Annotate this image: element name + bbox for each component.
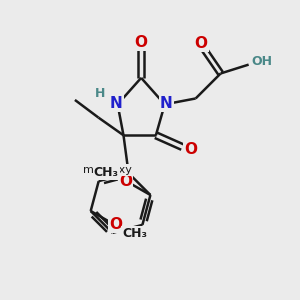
Text: O: O bbox=[119, 174, 132, 189]
Text: CH₃: CH₃ bbox=[94, 166, 119, 178]
Text: O: O bbox=[185, 142, 198, 158]
Text: OH: OH bbox=[252, 55, 273, 68]
Text: N: N bbox=[110, 96, 122, 111]
Text: O: O bbox=[194, 36, 207, 51]
Text: O: O bbox=[135, 35, 148, 50]
Text: H: H bbox=[95, 87, 105, 100]
Text: methoxy: methoxy bbox=[83, 165, 132, 175]
Text: CH₃: CH₃ bbox=[122, 227, 147, 241]
Text: O: O bbox=[109, 217, 122, 232]
Text: N: N bbox=[160, 96, 172, 111]
